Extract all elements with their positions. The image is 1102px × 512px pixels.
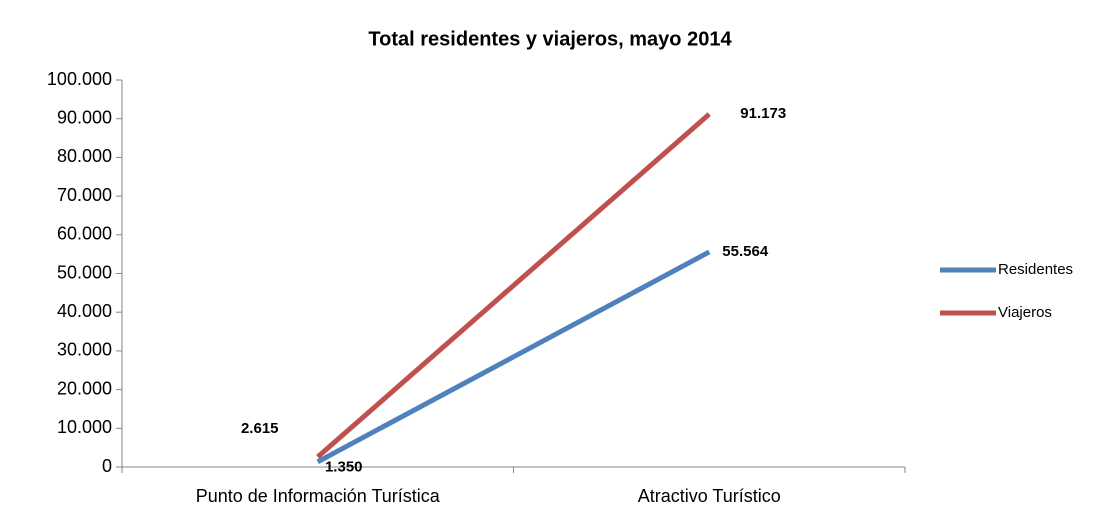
data-label: 2.615 [241,420,279,437]
data-label: 55.564 [722,243,769,260]
y-tick-label: 40.000 [57,301,112,321]
series-line [316,112,711,459]
y-tick-label: 0 [102,456,112,476]
x-tick-label: Atractivo Turístico [638,486,781,506]
y-tick-label: 20.000 [57,378,112,398]
y-tick-label: 10.000 [57,417,112,437]
y-tick-label: 90.000 [57,107,112,127]
x-tick-label: Punto de Información Turística [196,486,441,506]
legend-label: Viajeros [998,304,1052,321]
y-tick-label: 80.000 [57,146,112,166]
legend-label: Residentes [998,261,1073,278]
y-tick-label: 60.000 [57,224,112,244]
y-tick-label: 100.000 [47,69,112,89]
chart-title: Total residentes y viajeros, mayo 2014 [368,28,732,50]
data-label: 91.173 [740,105,786,122]
y-tick-label: 50.000 [57,262,112,282]
y-tick-label: 30.000 [57,340,112,360]
series-line [316,249,711,464]
y-tick-label: 70.000 [57,185,112,205]
data-label: 1.350 [325,459,363,476]
